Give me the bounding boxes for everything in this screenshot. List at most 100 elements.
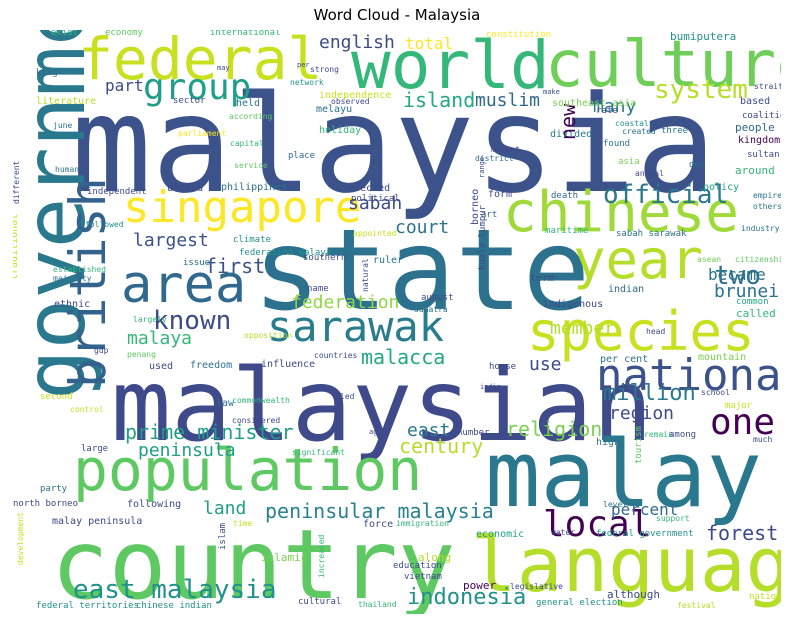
cloud-word: education [393, 561, 442, 571]
cloud-word: freedom [190, 360, 233, 371]
cloud-word: united [167, 183, 204, 194]
cloud-word: much [753, 435, 773, 444]
cloud-word: million [603, 381, 696, 406]
cloud-word: used [149, 361, 174, 372]
cloud-word: legislative [510, 582, 563, 591]
cloud-word: century [399, 434, 484, 458]
cloud-word: area [121, 255, 247, 315]
cloud-word: along [418, 551, 452, 564]
cloud-word: festival [677, 601, 716, 610]
cloud-word: official [603, 180, 729, 210]
cloud-word: constitution [486, 30, 552, 40]
cloud-word: time [233, 519, 253, 528]
cloud-word: federal government [596, 529, 694, 539]
cloud-word: around [735, 164, 775, 177]
cloud-word: chinese [503, 180, 740, 245]
cloud-word: large [81, 444, 109, 454]
cloud-word: district [475, 154, 514, 163]
cloud-word: influence [261, 359, 316, 370]
cloud-word: muslim [475, 90, 541, 111]
cloud-word: art [481, 210, 498, 220]
cloud-word: found [603, 139, 631, 149]
cloud-word: second [40, 392, 73, 402]
cloud-word: asean [697, 255, 722, 264]
cloud-word: cultural [298, 597, 342, 607]
cloud-word: age [369, 428, 382, 436]
cloud-word: force [363, 519, 394, 530]
cloud-word: sumatra [414, 305, 448, 314]
cloud-word: independence [319, 90, 392, 101]
cloud-word: maritime [545, 226, 589, 236]
cloud-word: number [457, 428, 490, 438]
cloud-word: many [593, 96, 637, 117]
cloud-word: people [735, 121, 775, 134]
cloud-word: natural [361, 258, 370, 292]
cloud-word: penang [127, 350, 156, 359]
cloud-word: sultan [747, 150, 780, 160]
cloud-word: development [16, 512, 25, 565]
cloud-word: ethnic [54, 299, 91, 310]
cloud-word: tourism [634, 426, 644, 464]
cloud-word: death [551, 191, 579, 201]
cloud-word: according [229, 112, 273, 121]
cloud-word: member [550, 318, 616, 339]
cloud-word: malay [485, 421, 762, 528]
cloud-word: gdp [94, 346, 109, 355]
cloud-word: control [70, 405, 104, 414]
cloud-word: borneo [470, 188, 481, 225]
cloud-word: place [288, 151, 316, 161]
cloud-word: bumiputera [670, 30, 737, 43]
cloud-word: issue [183, 258, 211, 268]
cloud-word: opposition [244, 331, 293, 340]
cloud-word: federal territories [36, 601, 139, 611]
cloud-word: year [573, 228, 704, 291]
cloud-word: king [36, 68, 58, 78]
cloud-word: india [480, 383, 502, 391]
cloud-word: island [403, 88, 476, 112]
cloud-word: party [40, 484, 68, 494]
cloud-word: islamic [261, 551, 308, 564]
cloud-word: sabah sarawak [616, 229, 687, 239]
cloud-word: per cent [600, 354, 649, 365]
cloud-word: kingdom [738, 135, 781, 146]
cloud-word: forest [706, 521, 779, 545]
cloud-word: region [609, 403, 675, 424]
cloud-word: largest [133, 230, 209, 251]
cloud-word: two [714, 261, 761, 291]
cloud-word: due [689, 160, 706, 170]
cloud-word: population [73, 436, 423, 504]
cloud-word: traditional [13, 213, 20, 280]
cloud-word: first [205, 254, 266, 278]
cloud-word: citizenship [735, 255, 781, 264]
cloud-word: court [395, 217, 450, 238]
cloud-word: malaysian [111, 347, 653, 464]
cloud-word: elected [348, 183, 391, 194]
cloud-word: exist [51, 30, 79, 38]
cloud-word: established [53, 265, 106, 274]
cloud-word: chinese indian [136, 601, 212, 611]
cloud-word: followed [85, 220, 124, 229]
cloud-word: english [319, 32, 395, 53]
cloud-word: empire [753, 191, 781, 200]
cloud-word: coalition [742, 111, 781, 121]
cloud-word: malaysia [71, 67, 717, 223]
cloud-word: increased [317, 534, 326, 578]
cloud-word: others [753, 202, 781, 211]
cloud-word: house [489, 362, 517, 372]
cloud-word: industry [741, 224, 780, 233]
cloud-word: philippines [221, 182, 288, 193]
word-cloud: malaysia state malaysian country malay govern… [13, 30, 781, 614]
cloud-word: appointed [353, 229, 397, 238]
cloud-word: parliament [178, 129, 227, 138]
cloud-word: federation malaya [239, 248, 332, 258]
cloud-word: malacca [361, 345, 446, 369]
cloud-word: became [708, 265, 766, 284]
cloud-word: brunei [714, 281, 780, 302]
cloud-word: general election [536, 598, 623, 608]
cloud-word: indigenous [543, 299, 604, 310]
cloud-word: considered [232, 416, 281, 425]
cloud-word: among [669, 430, 697, 440]
cloud-word: economy [105, 30, 143, 38]
cloud-word: policy [703, 182, 740, 193]
cloud-word: countries [314, 351, 358, 360]
